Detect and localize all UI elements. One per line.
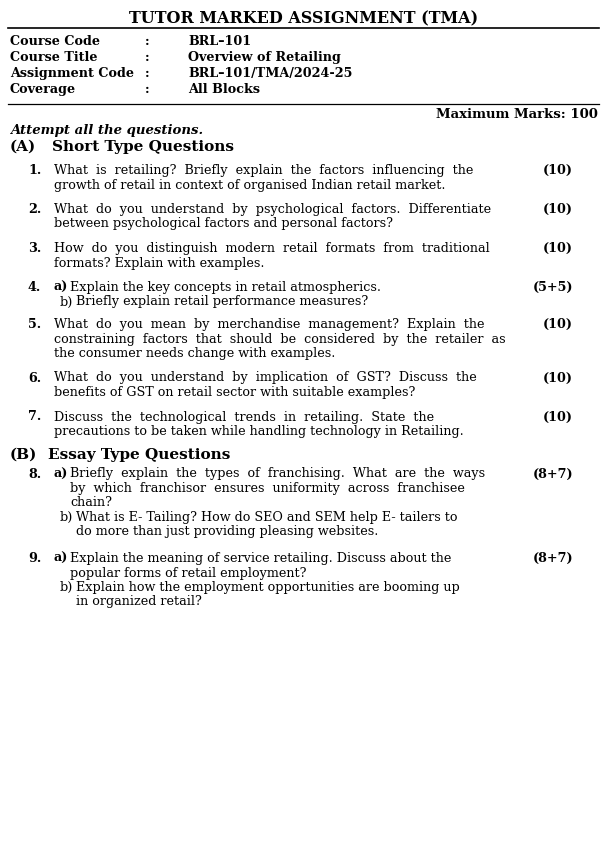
Text: popular forms of retail employment?: popular forms of retail employment?: [70, 567, 307, 580]
Text: 1.: 1.: [28, 164, 41, 177]
Text: Explain how the employment opportunities are booming up: Explain how the employment opportunities…: [76, 581, 459, 594]
Text: BRL–101: BRL–101: [188, 35, 251, 48]
Text: precautions to be taken while handling technology in Retailing.: precautions to be taken while handling t…: [54, 425, 464, 438]
Text: the consumer needs change with examples.: the consumer needs change with examples.: [54, 347, 336, 360]
Text: Short Type Questions: Short Type Questions: [52, 140, 234, 154]
Text: Explain the meaning of service retailing. Discuss about the: Explain the meaning of service retailing…: [70, 552, 452, 565]
Text: Attempt all the questions.: Attempt all the questions.: [10, 124, 203, 137]
Text: Course Code: Course Code: [10, 35, 100, 48]
Text: All Blocks: All Blocks: [188, 83, 260, 96]
Text: (B): (B): [10, 447, 38, 462]
Text: 2.: 2.: [28, 203, 41, 216]
Text: Discuss  the  technological  trends  in  retailing.  State  the: Discuss the technological trends in reta…: [54, 410, 434, 423]
Text: (10): (10): [543, 318, 573, 331]
Text: constraining  factors  that  should  be  considered  by  the  retailer  as: constraining factors that should be cons…: [54, 333, 506, 346]
Text: by  which  franchisor  ensures  uniformity  across  franchisee: by which franchisor ensures uniformity a…: [70, 482, 465, 495]
Text: What  do  you  understand  by  psychological  factors.  Differentiate: What do you understand by psychological …: [54, 203, 491, 216]
Text: (10): (10): [543, 372, 573, 384]
Text: (A): (A): [10, 140, 36, 154]
Text: (5+5): (5+5): [532, 281, 573, 294]
Text: What  is  retailing?  Briefly  explain  the  factors  influencing  the: What is retailing? Briefly explain the f…: [54, 164, 473, 177]
Text: Coverage: Coverage: [10, 83, 76, 96]
Text: (10): (10): [543, 242, 573, 255]
Text: formats? Explain with examples.: formats? Explain with examples.: [54, 256, 265, 269]
Text: a): a): [54, 552, 69, 565]
Text: TUTOR MARKED ASSIGNMENT (TMA): TUTOR MARKED ASSIGNMENT (TMA): [129, 10, 478, 27]
Text: a): a): [54, 281, 69, 294]
Text: 7.: 7.: [28, 410, 41, 423]
Text: chain?: chain?: [70, 496, 112, 509]
Text: How  do  you  distinguish  modern  retail  formats  from  traditional: How do you distinguish modern retail for…: [54, 242, 490, 255]
Text: growth of retail in context of organised Indian retail market.: growth of retail in context of organised…: [54, 179, 446, 192]
Text: 5.: 5.: [28, 318, 41, 331]
Text: (10): (10): [543, 203, 573, 216]
Text: Explain the key concepts in retail atmospherics.: Explain the key concepts in retail atmos…: [70, 281, 381, 294]
Text: (8+7): (8+7): [532, 468, 573, 481]
Text: Assignment Code: Assignment Code: [10, 67, 134, 80]
Text: a): a): [54, 468, 69, 481]
Text: benefits of GST on retail sector with suitable examples?: benefits of GST on retail sector with su…: [54, 386, 415, 399]
Text: Overview of Retailing: Overview of Retailing: [188, 51, 341, 64]
Text: b): b): [60, 296, 73, 309]
Text: do more than just providing pleasing websites.: do more than just providing pleasing web…: [76, 525, 378, 538]
Text: Maximum Marks: 100: Maximum Marks: 100: [436, 108, 598, 121]
Text: :: :: [145, 35, 149, 48]
Text: :: :: [145, 67, 149, 80]
Text: (10): (10): [543, 410, 573, 423]
Text: What is E- Tailing? How do SEO and SEM help E- tailers to: What is E- Tailing? How do SEO and SEM h…: [76, 511, 458, 524]
Text: 8.: 8.: [28, 468, 41, 481]
Text: (8+7): (8+7): [532, 552, 573, 565]
Text: Course Title: Course Title: [10, 51, 98, 64]
Text: 6.: 6.: [28, 372, 41, 384]
Text: What  do  you  understand  by  implication  of  GST?  Discuss  the: What do you understand by implication of…: [54, 372, 476, 384]
Text: :: :: [145, 51, 149, 64]
Text: 4.: 4.: [28, 281, 41, 294]
Text: b): b): [60, 581, 73, 594]
Text: Briefly explain retail performance measures?: Briefly explain retail performance measu…: [76, 296, 368, 309]
Text: Essay Type Questions: Essay Type Questions: [48, 447, 231, 462]
Text: between psychological factors and personal factors?: between psychological factors and person…: [54, 218, 393, 230]
Text: Briefly  explain  the  types  of  franchising.  What  are  the  ways: Briefly explain the types of franchising…: [70, 468, 485, 481]
Text: What  do  you  mean  by  merchandise  management?  Explain  the: What do you mean by merchandise manageme…: [54, 318, 484, 331]
Text: 9.: 9.: [28, 552, 41, 565]
Text: b): b): [60, 511, 73, 524]
Text: BRL–101/TMA/2024-25: BRL–101/TMA/2024-25: [188, 67, 353, 80]
Text: in organized retail?: in organized retail?: [76, 595, 202, 609]
Text: :: :: [145, 83, 149, 96]
Text: 3.: 3.: [28, 242, 41, 255]
Text: (10): (10): [543, 164, 573, 177]
